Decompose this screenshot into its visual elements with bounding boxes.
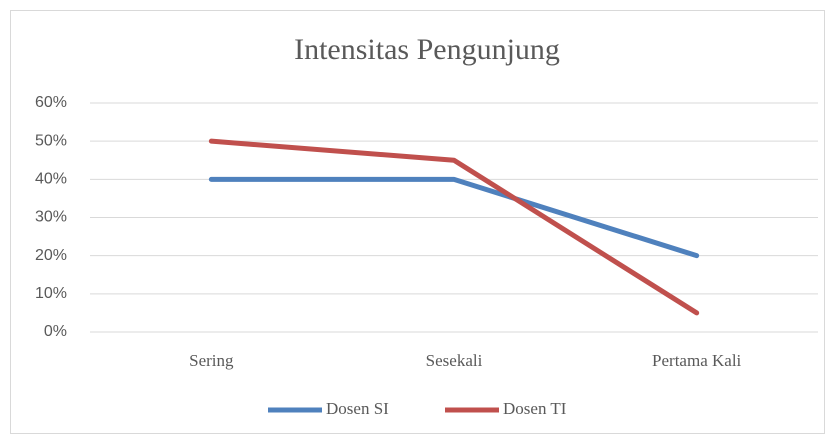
- y-tick-label: 10%: [35, 285, 67, 302]
- y-tick-label: 50%: [35, 132, 67, 149]
- data-line: [208, 176, 700, 259]
- y-tick-label: 60%: [35, 94, 67, 111]
- x-tick-label: Pertama Kali: [652, 351, 741, 370]
- chart-title: Intensitas Pengunjung: [294, 33, 560, 66]
- x-tick-label: Sering: [189, 351, 234, 370]
- x-tick-label: Sesekali: [426, 351, 483, 370]
- y-tick-label: 40%: [35, 171, 67, 188]
- y-tick-label: 0%: [44, 323, 67, 340]
- y-tick-label: 20%: [35, 247, 67, 264]
- legend-label: Dosen TI: [503, 399, 567, 418]
- y-tick-label: 30%: [35, 209, 67, 226]
- legend-label: Dosen SI: [326, 399, 389, 418]
- data-line: [208, 138, 700, 316]
- chart-border: [10, 10, 825, 434]
